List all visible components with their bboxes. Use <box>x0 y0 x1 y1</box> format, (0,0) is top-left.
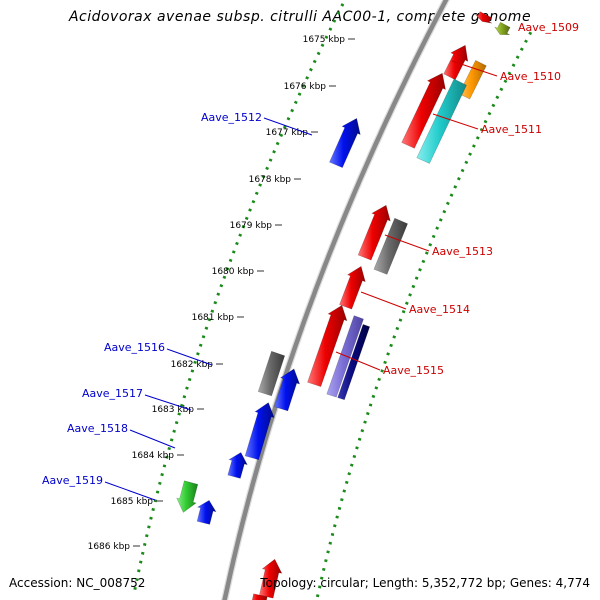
kbp-tick-label: 1686 kbp <box>88 542 131 552</box>
track-layer <box>132 0 533 600</box>
backbone-layer <box>221 0 450 600</box>
kbp-tick-label: 1684 kbp <box>132 451 175 461</box>
gene-arrow-0 <box>474 11 493 24</box>
gene-leader-line <box>129 429 176 449</box>
kbp-tick-label: 1675 kbp <box>303 35 346 45</box>
inner-track-dots <box>132 0 347 593</box>
kbp-tick-label: 1677 kbp <box>266 128 309 138</box>
backbone-shadow <box>221 0 450 600</box>
gene-arrow-8 <box>373 217 408 275</box>
gene-leader-line <box>104 481 156 501</box>
gene-label: Aave_1517 <box>82 387 143 400</box>
gene-arrow-4 <box>401 72 446 149</box>
gene-label: Aave_1512 <box>201 111 262 124</box>
gene-arrow-15 <box>244 402 275 461</box>
tick-layer: 1675 kbp 1676 kbp 1677 kbp 1678 kbp 1679 kbp… <box>88 35 355 552</box>
gene-leader-line <box>263 117 313 136</box>
kbp-tick-label: 1676 kbp <box>284 82 327 92</box>
kbp-tick-label: 1682 kbp <box>171 360 214 370</box>
gene-arrow-3 <box>458 59 487 100</box>
gene-arrow-14 <box>274 368 301 412</box>
gene-arrow-12 <box>337 324 371 401</box>
gene-arrow-11 <box>326 315 364 398</box>
gene-leader-line <box>360 291 407 310</box>
accession-text: Accession: NC_008752 <box>9 576 146 590</box>
gene-arrow-9 <box>339 265 366 310</box>
gene-label: Aave_1513 <box>432 245 493 258</box>
gene-arrow-16 <box>227 452 248 479</box>
gene-arrow-1 <box>494 21 511 35</box>
gene-label: Aave_1515 <box>383 364 444 377</box>
kbp-tick-label: 1685 kbp <box>111 497 154 507</box>
gene-label: Aave_1510 <box>500 70 561 83</box>
gene-leader-line <box>144 394 192 411</box>
gene-label: Aave_1514 <box>409 303 470 316</box>
gene-arrow-13 <box>257 350 286 397</box>
gene-label: Aave_1516 <box>104 341 165 354</box>
kbp-tick-label: 1679 kbp <box>230 221 273 231</box>
gene-arrow-5 <box>416 78 467 164</box>
gene-label: Aave_1511 <box>481 123 542 136</box>
kbp-tick-label: 1681 kbp <box>192 313 235 323</box>
gene-arrow-7 <box>357 204 391 261</box>
gene-arrow-17 <box>176 480 199 513</box>
topology-text: Topology: circular; Length: 5,352,772 bp… <box>260 576 590 590</box>
gene-label: Aave_1519 <box>42 474 103 487</box>
kbp-tick-label: 1683 kbp <box>152 405 195 415</box>
gene-layer <box>176 11 511 600</box>
map-title: Acidovorax avenae subsp. citrulli AAC00-… <box>68 9 532 25</box>
backbone-line <box>222 0 449 600</box>
gene-arrow-10 <box>307 304 348 387</box>
gene-label: Aave_1518 <box>67 422 128 435</box>
gene-arrow-6 <box>329 117 361 168</box>
gene-leader-line <box>451 60 498 77</box>
gene-leader-line <box>432 113 479 130</box>
gene-arrow-20 <box>251 593 268 600</box>
kbp-tick-label: 1678 kbp <box>249 175 292 185</box>
gene-leader-line <box>335 351 381 371</box>
label-layer: Aave_1509 Aave_1510 Aave_1511 Aave_1512 Aave… <box>42 21 579 501</box>
gene-arrow-18 <box>196 499 217 525</box>
gene-leader-line <box>166 348 213 366</box>
gene-label: Aave_1509 <box>518 21 579 34</box>
kbp-tick-label: 1680 kbp <box>212 267 255 277</box>
gene-leader-line <box>384 234 430 252</box>
